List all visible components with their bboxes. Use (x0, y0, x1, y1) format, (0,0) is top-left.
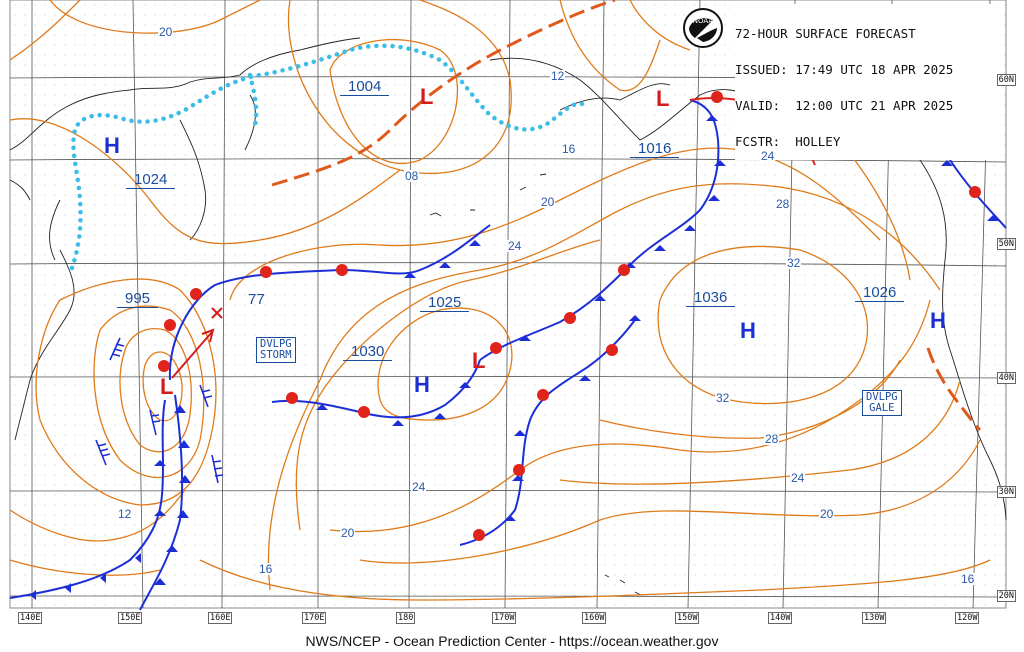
isobar-label: 24 (790, 471, 806, 485)
isobar-label: 20 (158, 25, 174, 39)
lon-label: 140E (18, 612, 43, 624)
forecaster-name: FCSTR: HOLLEY (735, 134, 841, 149)
isobar-label: 12 (550, 69, 566, 83)
isobar-label: 20 (540, 195, 556, 209)
valid-time: VALID: 12:00 UTC 21 APR 2025 (735, 98, 954, 113)
lat-label: 20N (996, 590, 1016, 602)
isobar-label: 28 (775, 197, 791, 211)
aux-label: 77 (248, 291, 265, 308)
lon-label: 170E (302, 612, 327, 624)
low-pressure-center: L (420, 84, 434, 109)
lon-label: 180 (396, 612, 416, 624)
pressure-value-label: 1016 (630, 140, 680, 158)
lon-label: 160W (582, 612, 607, 624)
isobar-label: 32 (715, 391, 731, 405)
forecast-header: 72-HOUR SURFACE FORECAST ISSUED: 17:49 U… (735, 4, 1003, 160)
lon-label: 120W (955, 612, 980, 624)
wind-barbs (95, 337, 224, 484)
low-pressure-center: L (656, 86, 670, 111)
ice-edge (69, 43, 588, 271)
low-pressure-center: L (160, 374, 174, 399)
graticule (9, 0, 1007, 609)
forecast-title: 72-HOUR SURFACE FORECAST (735, 26, 916, 41)
lon-label: 130W (862, 612, 887, 624)
isobar-label: 12 (117, 507, 133, 521)
issued-time: ISSUED: 17:49 UTC 18 APR 2025 (735, 62, 954, 77)
lat-label: 30N (996, 486, 1016, 498)
low-pressure-center: L (472, 348, 486, 373)
isobar-label: 24 (411, 480, 427, 494)
high-pressure-center: H (930, 308, 946, 333)
pressure-value-label: 1026 (855, 284, 905, 302)
isobar-label: 24 (507, 239, 523, 253)
svg-text:NOAA: NOAA (693, 17, 714, 25)
storm-track-arrow (171, 307, 223, 379)
pressure-value-label: 1025 (420, 294, 470, 312)
noaa-logo-icon: NOAA (683, 8, 723, 48)
high-pressure-center: H (740, 318, 756, 343)
warning-gale: DVLPG GALE (862, 390, 902, 416)
lon-label: 170W (492, 612, 517, 624)
isobar-label: 16 (258, 562, 274, 576)
isobar-label: 08 (404, 169, 420, 183)
isobar-label: 32 (786, 256, 802, 270)
lon-label: 160E (208, 612, 233, 624)
trough-lines (271, 0, 982, 432)
isobar-label: 20 (340, 526, 356, 540)
lon-label: 150W (675, 612, 700, 624)
lat-label: 50N (996, 238, 1016, 250)
isobar-label: 20 (819, 507, 835, 521)
isobar-label: 16 (561, 142, 577, 156)
high-pressure-center: H (414, 372, 430, 397)
source-footer: NWS/NCEP - Ocean Prediction Center - htt… (305, 633, 719, 649)
lat-label: 60N (996, 74, 1016, 86)
lon-label: 150E (118, 612, 143, 624)
high-pressure-center: H (104, 133, 120, 158)
pressure-value-label: 995 (117, 290, 159, 308)
isobar-label: 24 (760, 149, 776, 163)
pressure-value-label: 1004 (340, 78, 390, 96)
lon-label: 140W (768, 612, 793, 624)
pressure-value-label: 1024 (126, 171, 176, 189)
isobars (9, 0, 991, 601)
pressure-value-label: 1036 (686, 289, 736, 307)
isobar-label: 28 (764, 432, 780, 446)
pressure-value-label: 1030 (343, 343, 393, 361)
isobar-label: 16 (960, 572, 976, 586)
lat-label: 40N (996, 372, 1016, 384)
warning-storm: DVLPG STORM (256, 337, 296, 363)
